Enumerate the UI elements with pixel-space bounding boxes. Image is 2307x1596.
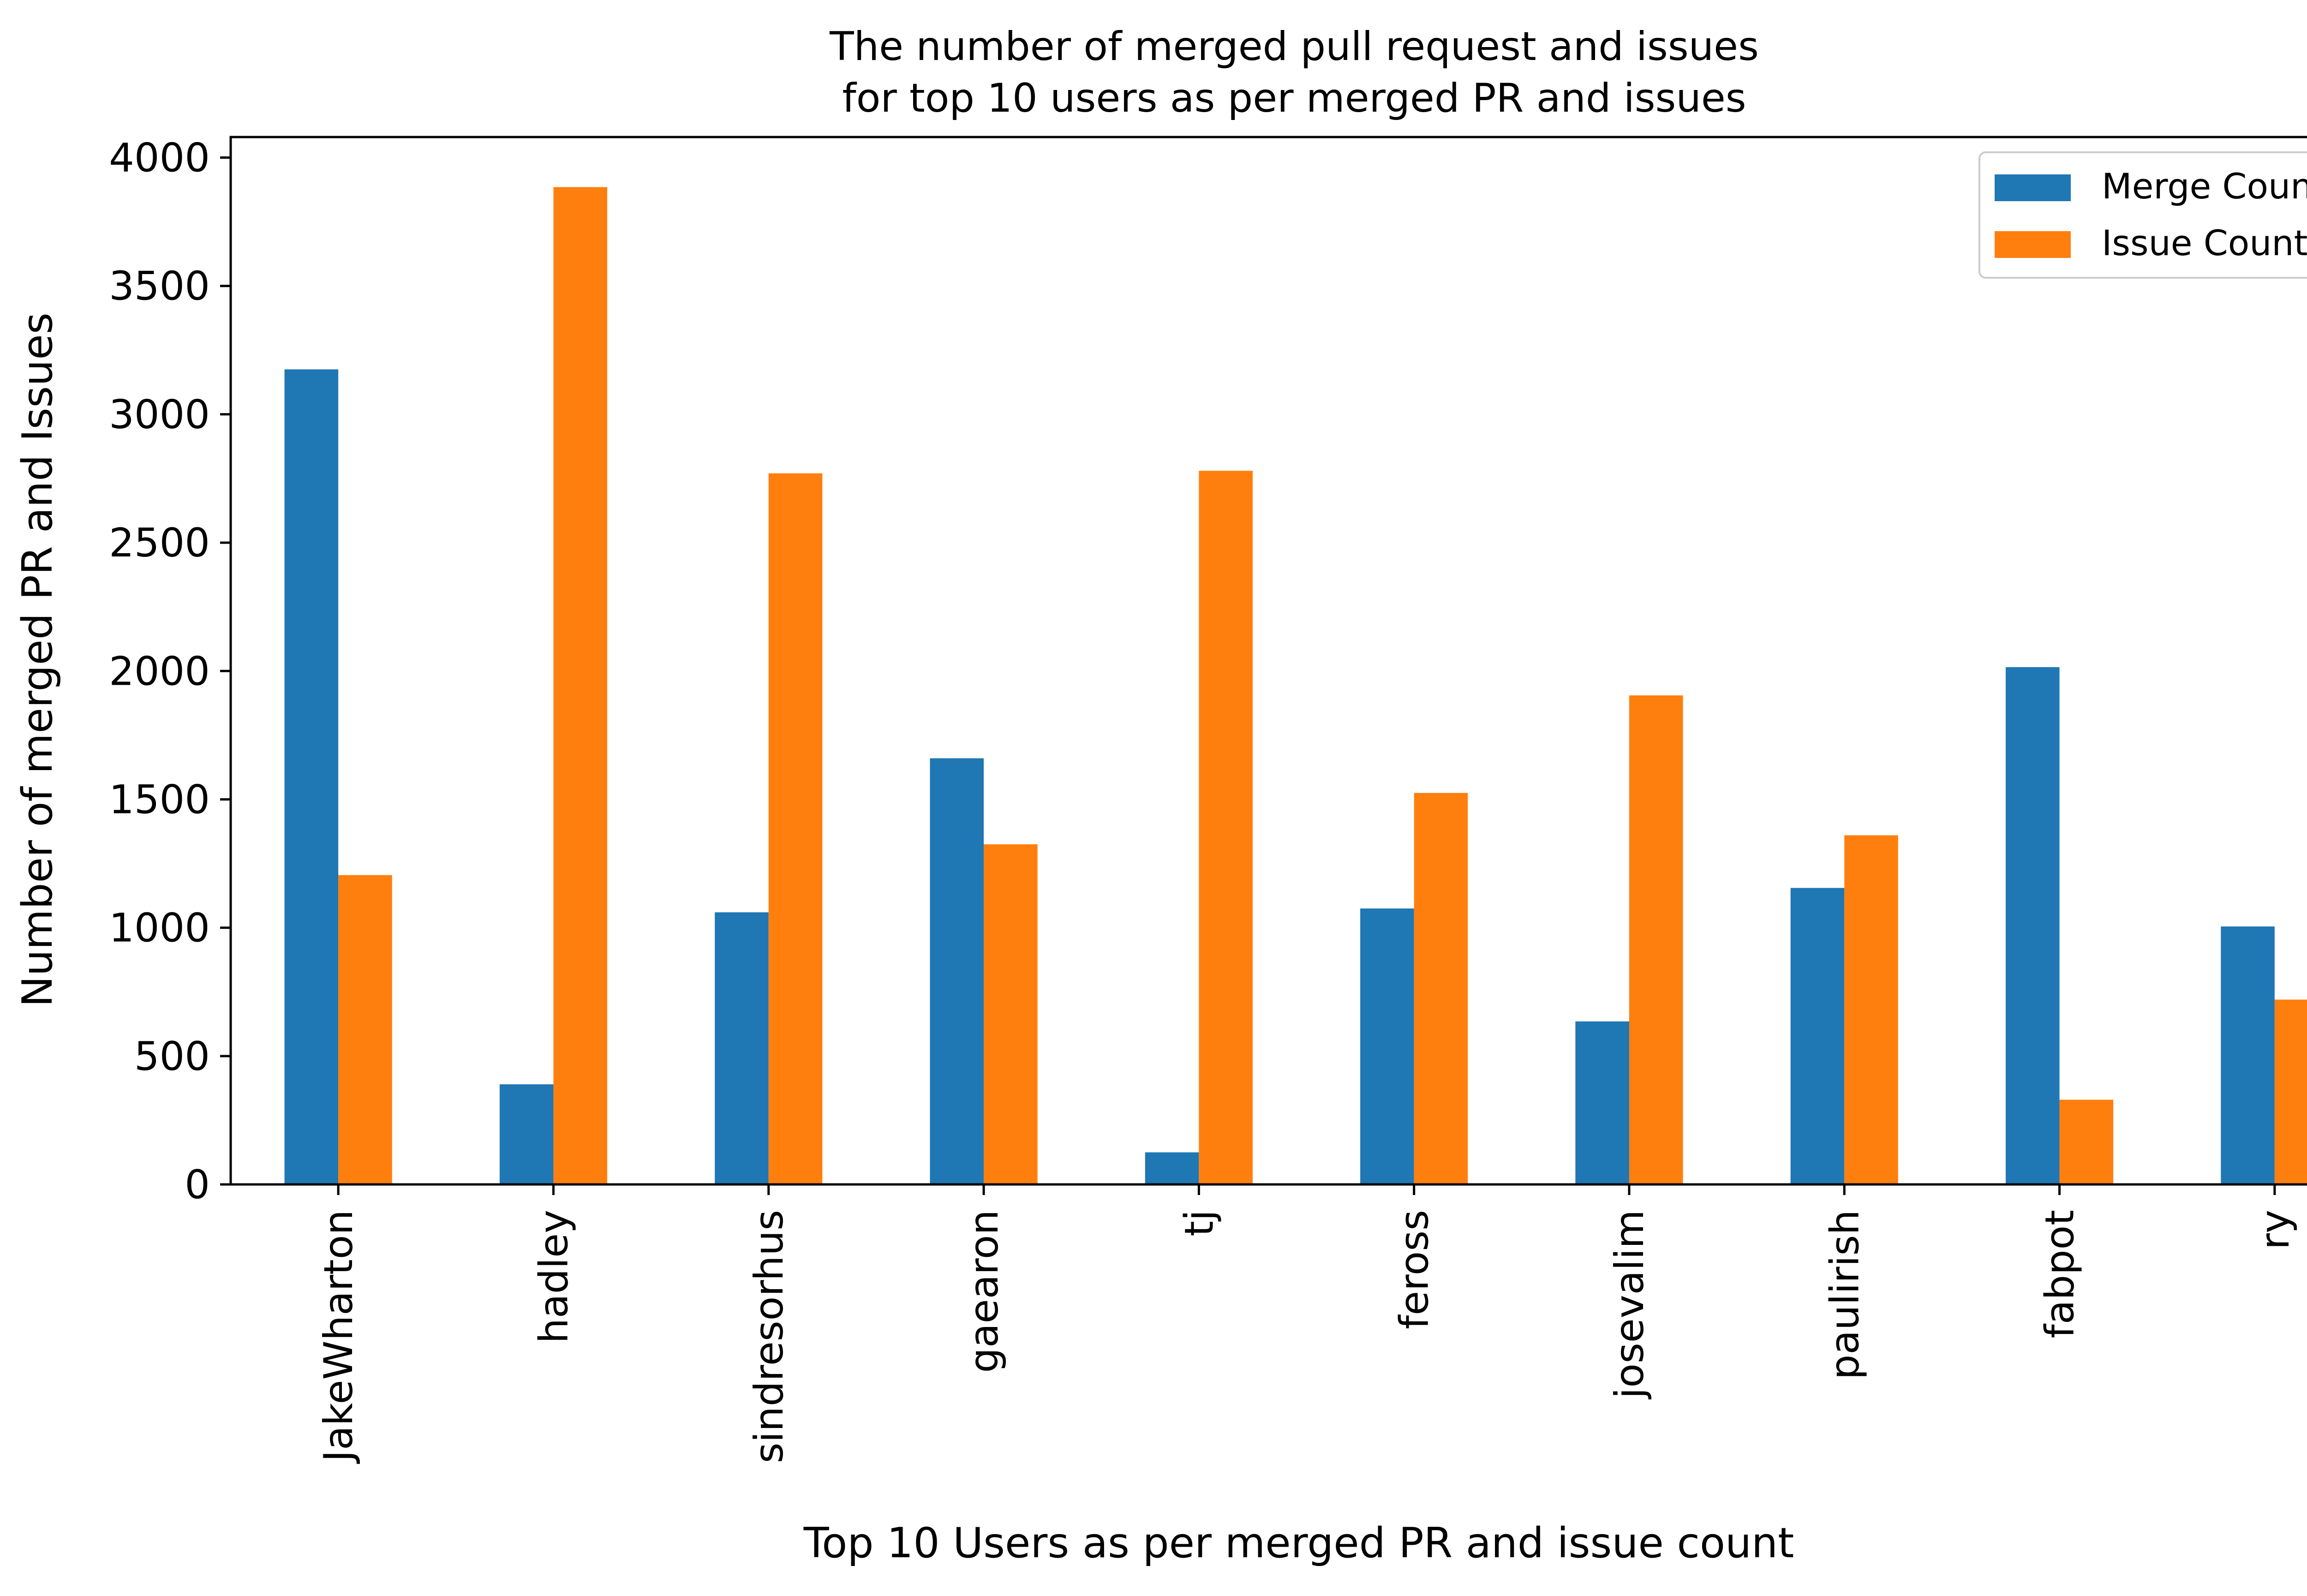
bar-issue-count-tj bbox=[1199, 471, 1253, 1184]
x-tick-label: sindresorhus bbox=[746, 1210, 792, 1463]
y-tick-label: 4000 bbox=[109, 135, 210, 181]
bar-merge-count-sindresorhus bbox=[715, 912, 769, 1184]
chart-title: The number of merged pull request and is… bbox=[829, 24, 1759, 121]
x-tick-label: ry bbox=[2252, 1210, 2298, 1249]
axes-group: 0 500 1000 1500 2000 2500 3000 3500 4000 JakeWhar… bbox=[109, 135, 2307, 1464]
bars-group bbox=[284, 187, 2307, 1185]
bar-merge-count-ry bbox=[2221, 926, 2275, 1184]
y-tick-label: 1500 bbox=[109, 777, 210, 823]
legend: Merge Count Issue Count bbox=[1978, 151, 2307, 279]
bar-issue-count-sindresorhus bbox=[768, 473, 823, 1184]
legend-label-issue-count: Issue Count bbox=[2102, 222, 2307, 263]
bar-issue-count-paulirish bbox=[1844, 835, 1898, 1184]
x-tick-label: josevalim bbox=[1607, 1210, 1653, 1399]
y-tick-label: 500 bbox=[134, 1034, 210, 1080]
x-tick-label: hadley bbox=[531, 1210, 577, 1344]
x-tick-label: tj bbox=[1176, 1210, 1222, 1237]
bar-merge-count-gaearon bbox=[930, 758, 984, 1184]
plot-frame bbox=[229, 136, 2307, 1186]
bar-issue-count-jakewharton bbox=[338, 875, 392, 1184]
chart-title-line-1: The number of merged pull request and is… bbox=[829, 24, 1759, 70]
bar-merge-count-feross bbox=[1360, 908, 1414, 1184]
bar-merge-count-fabpot bbox=[2005, 667, 2060, 1184]
bar-merge-count-jakewharton bbox=[284, 369, 339, 1185]
x-tick-label: feross bbox=[1392, 1210, 1438, 1329]
legend-swatch-merge-count bbox=[1995, 174, 2071, 201]
chart-title-line-2: for top 10 users as per merged PR and is… bbox=[842, 75, 1746, 121]
legend-label-merge-count: Merge Count bbox=[2102, 166, 2307, 207]
y-tick-label: 2000 bbox=[109, 648, 210, 694]
bar-issue-count-gaearon bbox=[984, 844, 1038, 1184]
y-tick-label: 3500 bbox=[109, 263, 210, 310]
y-tick-label: 3000 bbox=[109, 392, 210, 438]
y-tick-label: 0 bbox=[185, 1162, 210, 1208]
bar-merge-count-paulirish bbox=[1790, 888, 1845, 1184]
bar-merge-count-hadley bbox=[499, 1084, 554, 1184]
x-tick-label: JakeWharton bbox=[316, 1210, 362, 1464]
bar-issue-count-feross bbox=[1414, 793, 1468, 1184]
bar-issue-count-josevalim bbox=[1629, 695, 1683, 1184]
bar-issue-count-fabpot bbox=[2059, 1100, 2114, 1184]
y-tick-label: 1000 bbox=[109, 905, 210, 951]
bar-merge-count-tj bbox=[1145, 1152, 1199, 1184]
x-axis-label: Top 10 Users as per merged PR and issue … bbox=[803, 1519, 1794, 1567]
bar-issue-count-ry bbox=[2274, 999, 2307, 1184]
x-tick-label: paulirish bbox=[1822, 1210, 1868, 1380]
x-tick-label: gaearon bbox=[961, 1210, 1007, 1373]
bar-issue-count-hadley bbox=[553, 187, 608, 1184]
y-tick-label: 2500 bbox=[109, 520, 210, 566]
bar-merge-count-josevalim bbox=[1575, 1021, 1629, 1184]
y-axis-label: Number of merged PR and Issues bbox=[13, 312, 62, 1007]
legend-swatch-issue-count bbox=[1995, 231, 2071, 258]
x-tick-label: fabpot bbox=[2037, 1210, 2083, 1339]
